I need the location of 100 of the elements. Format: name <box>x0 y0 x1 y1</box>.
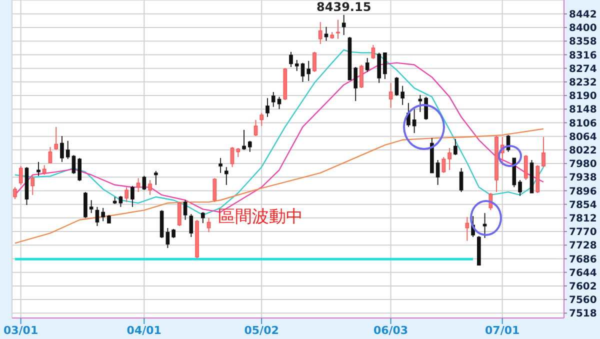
x-tick-label: 07/01 <box>485 324 520 337</box>
candlestick <box>48 146 52 164</box>
candlestick <box>360 64 364 89</box>
candlestick <box>72 154 76 174</box>
candlestick <box>101 207 105 222</box>
y-tick-label: 7980 <box>569 159 597 170</box>
candlestick <box>136 178 140 193</box>
annotation: 8439.15 <box>316 0 372 14</box>
candlestick <box>336 19 340 40</box>
candlestick <box>60 136 64 162</box>
candlestick <box>178 202 182 227</box>
y-tick-label: 8274 <box>569 64 597 75</box>
annotation: 區間波動中 <box>218 206 303 228</box>
candlestick <box>242 129 246 150</box>
candlestick <box>42 164 46 176</box>
candlestick <box>30 174 35 196</box>
candlestick <box>365 57 370 72</box>
y-tick-label: 8442 <box>569 9 597 20</box>
candlestick <box>312 51 316 72</box>
candlestick <box>54 126 58 150</box>
candlestick <box>388 82 393 108</box>
candlestick <box>84 192 88 218</box>
x-tick-label: 06/03 <box>373 324 408 337</box>
candlestick <box>294 59 299 72</box>
candlestick <box>394 76 399 96</box>
candlestick <box>306 60 311 82</box>
candlestick <box>13 186 17 200</box>
y-tick-label: 7644 <box>569 268 597 279</box>
y-tick-label: 7854 <box>569 200 597 211</box>
candlestick <box>206 217 211 233</box>
candlestick <box>542 136 546 168</box>
candlestick <box>400 85 404 106</box>
y-tick-label: 8232 <box>569 77 597 88</box>
y-tick-label: 7938 <box>569 172 597 184</box>
candlestick <box>36 161 40 176</box>
candlestick <box>324 26 328 42</box>
candlestick <box>354 66 358 102</box>
y-tick-label: 8064 <box>569 132 597 143</box>
candlestick <box>78 158 82 182</box>
candlestick <box>118 195 123 208</box>
y-tick-label: 7686 <box>569 254 597 266</box>
candlestick <box>371 44 376 60</box>
candlestick <box>300 62 305 82</box>
candlestick <box>212 178 217 203</box>
candlestick <box>418 94 422 113</box>
candlestick <box>383 52 387 80</box>
candlestick <box>248 140 252 152</box>
candlestick <box>482 212 487 239</box>
y-tick-label: 7602 <box>569 281 597 292</box>
candlestick <box>277 96 282 110</box>
candlestick <box>130 185 134 208</box>
candlestick <box>89 200 94 214</box>
candlestick <box>166 227 170 249</box>
y-tick-label: 7812 <box>569 213 597 224</box>
candlestick <box>154 170 158 186</box>
candlestick <box>95 206 100 227</box>
candlestick <box>454 138 458 156</box>
candlestick <box>201 212 205 224</box>
candlestick <box>459 168 464 193</box>
y-tick-label: 8316 <box>569 50 597 62</box>
y-tick-label: 7896 <box>569 186 597 198</box>
candlestick <box>448 147 452 171</box>
candlestick <box>412 108 416 134</box>
line-series <box>14 128 544 244</box>
x-tick-label: 05/02 <box>244 324 279 337</box>
candlestick <box>318 22 322 45</box>
candlestick <box>518 180 522 196</box>
candlestick <box>436 159 440 186</box>
candlestick <box>224 166 228 186</box>
y-tick-label: 8148 <box>569 104 597 116</box>
candlestick <box>236 147 240 158</box>
candlestick <box>342 14 346 36</box>
y-tick-label: 7560 <box>569 295 597 306</box>
y-tick-label: 7518 <box>569 308 597 320</box>
candlestick <box>271 91 276 108</box>
candlestick <box>465 216 470 242</box>
candlestick <box>230 146 234 168</box>
candlestick <box>148 180 152 196</box>
candlestick <box>260 112 264 126</box>
candlestick <box>142 175 146 191</box>
x-tick-label: 03/01 <box>3 324 38 337</box>
y-tick-label: 8190 <box>569 91 597 102</box>
candlestick <box>183 200 188 220</box>
y-tick-label: 7770 <box>569 227 597 238</box>
y-tick-label: 8400 <box>569 23 597 34</box>
candlestick <box>377 52 381 84</box>
y-tick-label: 8106 <box>569 118 597 130</box>
candlestick <box>289 51 293 68</box>
x-tick-label: 04/01 <box>126 324 162 337</box>
y-tick-label: 8358 <box>569 36 597 48</box>
candlestick <box>254 119 258 137</box>
y-tick-label: 8022 <box>569 145 597 156</box>
candlestick <box>124 186 128 203</box>
y-tick-label: 7728 <box>569 240 597 252</box>
candlestick <box>18 166 23 186</box>
candlestick <box>266 98 270 118</box>
candlestick <box>66 140 70 160</box>
candlestick <box>172 228 176 239</box>
candlestick <box>442 156 446 174</box>
candlestick <box>218 158 222 174</box>
